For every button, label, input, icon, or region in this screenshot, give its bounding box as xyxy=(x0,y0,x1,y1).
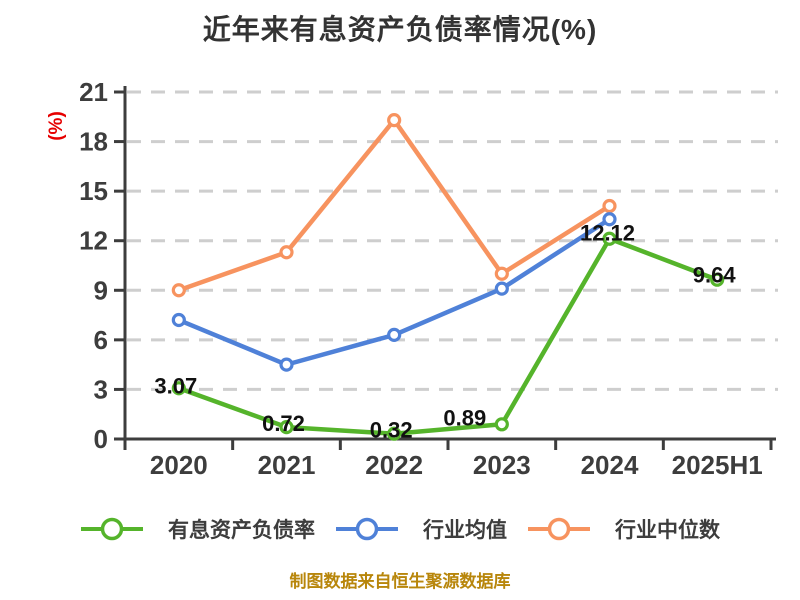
y-tick-label: 9 xyxy=(94,275,108,305)
y-tick-label: 6 xyxy=(94,325,108,355)
data-point-marker xyxy=(387,426,402,441)
data-source-note: 制图数据来自恒生聚源数据库 xyxy=(289,572,511,591)
y-tick-label: 0 xyxy=(94,424,108,454)
legend-marker-icon xyxy=(81,517,143,541)
legend-item-0: 有息资产负债率 xyxy=(80,514,315,544)
y-axis-unit-label: (%) xyxy=(46,111,67,141)
data-point-label: 0.89 xyxy=(443,405,486,430)
data-point-marker xyxy=(494,266,509,281)
data-point-marker xyxy=(387,112,402,128)
x-tick-label: 2021 xyxy=(258,450,316,480)
data-point-label: 12.12 xyxy=(580,221,635,246)
data-point-marker xyxy=(602,198,617,214)
data-point-marker xyxy=(279,245,294,260)
legend-marker-icon xyxy=(336,517,398,541)
data-point-label: 3.07 xyxy=(154,373,197,398)
x-tick-label: 2025H1 xyxy=(672,450,763,480)
legend-label: 行业均值 xyxy=(423,519,507,542)
legend-label: 行业中位数 xyxy=(615,519,720,542)
data-point-marker xyxy=(171,312,186,328)
legend-marker-icon xyxy=(528,517,590,541)
y-tick-label: 18 xyxy=(79,127,108,157)
data-point-marker xyxy=(279,420,294,435)
y-tick-label: 3 xyxy=(94,374,108,404)
x-tick-label: 2022 xyxy=(365,450,423,480)
data-point-label: 0.72 xyxy=(262,411,305,436)
y-tick-label: 15 xyxy=(79,176,108,206)
data-point-marker xyxy=(387,327,402,342)
data-point-marker xyxy=(710,272,725,287)
legend-item-2: 行业中位数 xyxy=(527,514,720,544)
data-point-label: 0.32 xyxy=(370,418,413,443)
data-point-marker xyxy=(279,357,294,372)
legend: 有息资产负债率 行业均值 行业中位数 xyxy=(0,514,800,544)
y-tick-label: 21 xyxy=(79,77,108,107)
data-point-marker xyxy=(171,283,186,298)
x-tick-label: 2020 xyxy=(150,450,208,480)
data-point-marker xyxy=(494,417,509,432)
x-tick-label: 2024 xyxy=(581,450,639,480)
data-point-label: 9.64 xyxy=(693,263,737,288)
legend-item-1: 行业均值 xyxy=(335,514,507,544)
data-point-marker xyxy=(602,212,617,227)
series-line-0 xyxy=(176,236,720,436)
y-tick-label: 12 xyxy=(79,226,108,256)
legend-label: 有息资产负债率 xyxy=(168,519,315,542)
x-tick-label: 2023 xyxy=(473,450,531,480)
chart-title: 近年来有息资产负债率情况(%) xyxy=(202,14,598,45)
series-line-2 xyxy=(176,117,612,293)
data-point-marker xyxy=(494,281,509,296)
data-point-marker xyxy=(171,381,186,396)
data-point-marker xyxy=(602,231,617,246)
